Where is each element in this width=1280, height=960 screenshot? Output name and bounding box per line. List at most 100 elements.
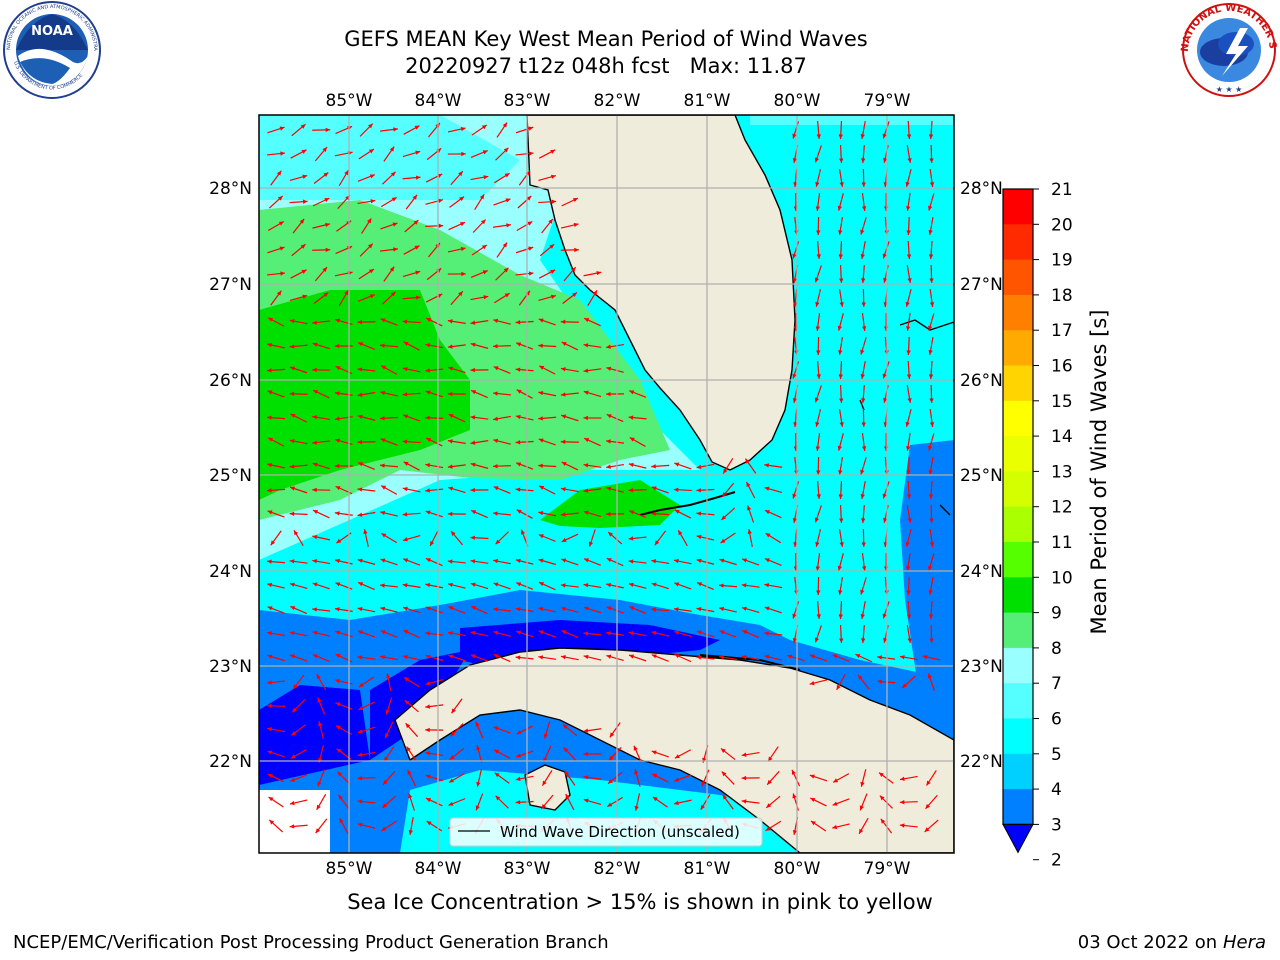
colorbar-tick-label: 19	[1051, 251, 1073, 271]
wind-arrow	[837, 313, 844, 331]
wind-arrow	[470, 509, 488, 519]
wind-arrow	[606, 654, 624, 662]
wind-arrow	[470, 440, 489, 445]
wind-arrow	[290, 605, 308, 615]
wind-arrow	[357, 342, 375, 350]
lat-label-right: 27°N	[960, 275, 1003, 295]
wind-arrow	[266, 271, 286, 276]
wind-arrow	[267, 126, 285, 134]
wind-arrow	[312, 127, 331, 133]
wind-arrow	[906, 265, 912, 283]
wind-arrow	[815, 289, 822, 307]
wind-arrow	[447, 126, 466, 133]
wind-arrow	[860, 121, 866, 139]
wind-arrow	[515, 630, 534, 638]
wind-arrow	[267, 317, 285, 327]
wind-arrow	[312, 342, 330, 350]
lon-label-bottom: 82°W	[594, 859, 641, 879]
lat-label-right: 22°N	[960, 752, 1003, 772]
lon-label-top: 80°W	[774, 91, 821, 111]
wind-arrow	[515, 367, 534, 372]
wind-arrow	[606, 366, 624, 373]
colorbar-segment	[1003, 789, 1033, 825]
wind-arrow	[518, 170, 531, 186]
wind-arrow	[700, 793, 711, 811]
wind-arrow	[816, 480, 821, 500]
wind-arrow	[402, 558, 421, 566]
wind-arrow	[429, 529, 439, 547]
wind-arrow	[380, 365, 398, 375]
wind-arrow	[496, 242, 508, 258]
wind-arrow	[696, 488, 715, 493]
wind-arrow	[470, 630, 489, 637]
wind-arrow	[816, 576, 821, 596]
wind-arrow	[564, 770, 576, 786]
wind-arrow	[471, 244, 488, 256]
wind-arrow	[357, 391, 376, 397]
colorbar-segment	[1003, 400, 1033, 437]
wind-arrow	[316, 793, 327, 811]
wind-arrow	[470, 320, 489, 325]
wind-arrow	[651, 630, 670, 637]
wind-arrow	[929, 289, 935, 307]
wind-arrow	[492, 343, 512, 349]
wind-arrow	[839, 144, 844, 164]
wind-arrow	[470, 150, 488, 158]
wind-arrow	[470, 342, 489, 349]
wind-arrow	[470, 582, 489, 590]
wind-arrow	[764, 583, 783, 589]
wind-arrow	[403, 341, 420, 351]
wind-arrow	[338, 169, 349, 187]
wind-arrow	[266, 559, 286, 564]
colorbar-segment	[1003, 259, 1033, 296]
wind-arrow	[404, 219, 419, 233]
wind-arrow	[928, 360, 934, 380]
wind-arrow	[815, 409, 822, 427]
wind-arrow	[538, 199, 557, 204]
wind-arrow	[882, 241, 890, 259]
axis-label-layer: 85°W 85°W 84°W 84°W 83°W 83°W 82°W 82°W 81°W 81°W…	[209, 91, 1003, 879]
wind-arrow	[449, 747, 465, 761]
wind-arrow	[561, 414, 579, 422]
wind-arrow	[358, 268, 375, 280]
colorbar-segment	[1003, 224, 1033, 261]
wind-arrow	[583, 415, 602, 421]
wind-arrow	[673, 607, 692, 612]
wind-arrow	[447, 464, 466, 469]
wind-arrow	[929, 264, 934, 284]
wind-arrow	[312, 440, 331, 445]
wind-arrow	[515, 607, 534, 613]
wind-arrow	[588, 529, 596, 547]
wind-arrow	[383, 746, 395, 762]
wind-arrow	[363, 529, 369, 547]
wind-arrow	[515, 151, 534, 156]
wind-arrow	[476, 769, 483, 787]
wind-arrow	[861, 528, 866, 548]
wind-arrow	[628, 654, 647, 662]
wind-arrow	[764, 654, 783, 661]
wind-arrow	[583, 606, 602, 614]
wind-arrow	[402, 486, 421, 493]
wind-arrow	[906, 360, 912, 380]
wind-arrow	[334, 463, 353, 469]
wind-arrow	[838, 240, 843, 260]
wind-arrow	[654, 530, 667, 546]
wind-arrow	[337, 794, 350, 810]
wind-arrow	[474, 194, 485, 210]
wind-arrow	[402, 606, 421, 614]
wind-arrow	[837, 433, 844, 451]
wind-arrow	[495, 147, 509, 161]
wind-arrow	[448, 772, 465, 784]
wind-arrow	[880, 818, 893, 834]
land-bahamas	[899, 319, 954, 331]
wind-arrow	[267, 342, 285, 349]
wind-arrow	[470, 654, 489, 662]
colorbar-tick-label: 17	[1051, 321, 1073, 341]
wind-arrow	[906, 600, 912, 620]
wind-arrow	[357, 630, 376, 638]
wind-arrow	[425, 679, 444, 686]
wind-arrow	[741, 654, 760, 661]
wind-arrow	[809, 654, 828, 662]
wind-arrow	[861, 288, 866, 308]
wind-arrow	[606, 463, 624, 469]
